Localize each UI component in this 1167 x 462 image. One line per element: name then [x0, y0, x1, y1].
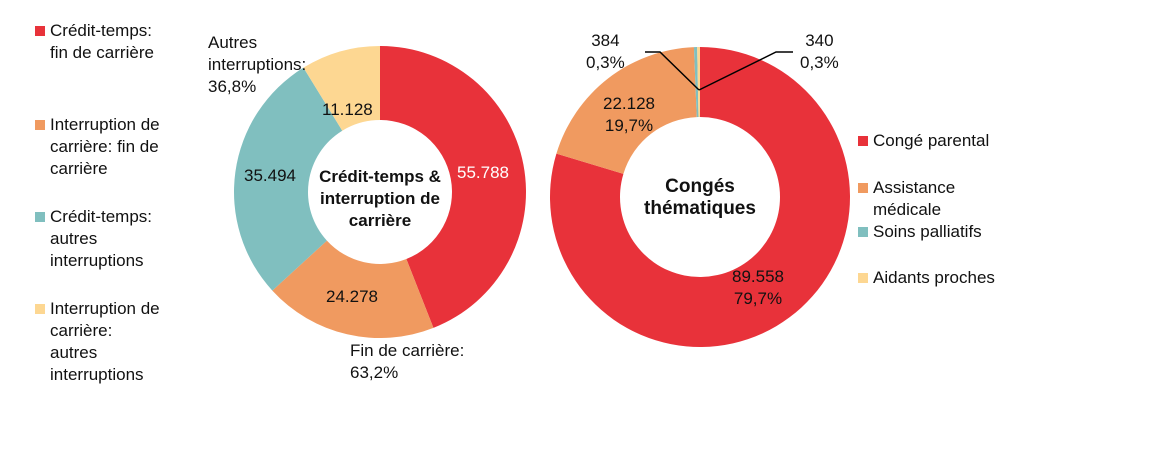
- data-label-aidants-proches: 340 0,3%: [800, 30, 839, 74]
- legend-text: carrière: [50, 159, 108, 178]
- legend-item-aidants-proches: Aidants proches: [858, 267, 995, 289]
- value: 340: [805, 31, 834, 50]
- annotation-line: Fin de carrière:: [350, 341, 465, 360]
- leader-line-aidants-proches: [698, 51, 793, 91]
- legend-text: fin de carrière: [50, 43, 154, 62]
- center-line: Congés: [665, 176, 735, 197]
- legend-item-interruption-fin: Interruption de carrière: fin de carrière: [35, 114, 160, 180]
- donut-slice-aidants-proches: [697, 47, 700, 118]
- annotation-line: 63,2%: [350, 363, 399, 382]
- data-label-soins-palliatifs: 384 0,3%: [586, 30, 625, 74]
- legend-text: Assistance: [873, 178, 956, 197]
- legend-swatch: [35, 212, 45, 222]
- legend-text: interruptions: [50, 365, 144, 384]
- legend-text: Congé parental: [873, 131, 990, 150]
- annotation-line: interruptions:: [208, 55, 307, 74]
- data-label-conge-parental: 89.558 79,7%: [732, 266, 784, 310]
- donut-slice-cre-dit-temps-autres-interruptions: [234, 67, 343, 291]
- legend-text: Interruption de: [50, 115, 160, 134]
- data-label-interruption-autres: 11.128: [322, 100, 373, 119]
- data-label-assistance-medicale: 22.128 19,7%: [603, 93, 655, 137]
- legend-text: carrière: fin de: [50, 137, 159, 156]
- donut-credit-temps: [234, 46, 526, 338]
- donut-slice-interruption-de-carrie-re-fin-de-carrie-re: [272, 240, 434, 338]
- legend-text: interruptions: [50, 251, 144, 270]
- percent: 0,3%: [586, 53, 625, 72]
- annotation-line: Autres: [208, 33, 258, 52]
- legend-text: Aidants proches: [873, 268, 995, 287]
- legend-swatch: [35, 26, 45, 36]
- legend-swatch: [858, 273, 868, 283]
- legend-text: médicale: [873, 200, 942, 219]
- legend-item-credit-temps-autres: Crédit-temps: autres interruptions: [35, 206, 152, 272]
- data-label-credit-temps-autres: 35.494: [244, 166, 296, 185]
- legend-swatch: [858, 227, 868, 237]
- annotation-autres-interruptions: Autres interruptions: 36,8%: [208, 32, 306, 98]
- legend-item-conge-parental: Congé parental: [858, 130, 989, 152]
- legend-text: Soins palliatifs: [873, 222, 982, 241]
- legend-text: autres: [50, 229, 98, 248]
- legend-item-credit-temps-fin: Crédit-temps: fin de carrière: [35, 20, 154, 64]
- legend-item-interruption-autres: Interruption de carrière: autres interrupti…: [35, 298, 160, 386]
- percent: 79,7%: [733, 289, 783, 308]
- legend-text: Interruption de: [50, 299, 160, 318]
- value: 89.558: [732, 267, 784, 286]
- center-label-conges: Congés thématiques: [640, 176, 760, 220]
- donut-slice-conge-parental: [550, 47, 850, 347]
- data-label-credit-temps-fin: 55.788: [457, 163, 509, 182]
- legend-text: Crédit-temps:: [50, 207, 153, 226]
- donut-slice-cre-dit-temps-fin-de-carrie-re: [380, 46, 526, 328]
- legend-swatch: [858, 136, 868, 146]
- donut-conges-thematiques: [550, 47, 850, 347]
- percent: 19,7%: [604, 116, 654, 135]
- legend-text: carrière:: [50, 321, 113, 340]
- value: 384: [591, 31, 620, 50]
- legend-swatch: [35, 304, 45, 314]
- percent: 0,3%: [800, 53, 839, 72]
- legend-item-soins-palliatifs: Soins palliatifs: [858, 221, 982, 243]
- center-line: thématiques: [644, 198, 756, 219]
- donut-slice-soins-palliatifs: [693, 47, 699, 118]
- donut-slice-assistance-me-dicale: [556, 47, 697, 174]
- legend-swatch: [858, 183, 868, 193]
- legend-text: autres: [50, 343, 98, 362]
- center-label-credit-temps: Crédit-temps & interruption de carrière: [319, 167, 441, 230]
- legend-item-assistance-medicale: Assistance médicale: [858, 177, 955, 221]
- annotation-fin-de-carriere: Fin de carrière: 63,2%: [350, 340, 464, 384]
- legend-swatch: [35, 120, 45, 130]
- leader-line-soins-palliatifs: [645, 51, 700, 91]
- data-label-interruption-fin: 24.278: [326, 287, 378, 306]
- legend-text: Crédit-temps:: [50, 21, 153, 40]
- donut-slice-interruption-de-carrie-re-autres-interruptions: [303, 46, 380, 131]
- annotation-line: 36,8%: [208, 77, 257, 96]
- value: 22.128: [603, 94, 655, 113]
